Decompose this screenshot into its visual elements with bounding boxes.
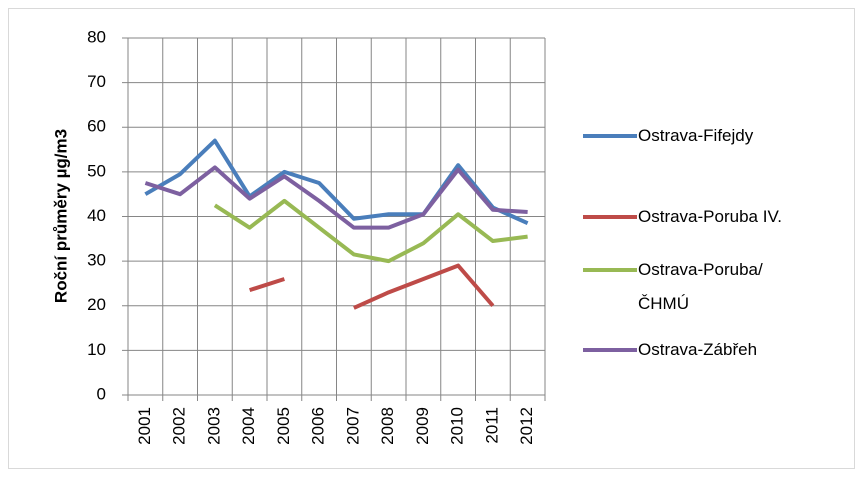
chart-border xyxy=(8,8,855,469)
y-tick-label: 60 xyxy=(87,117,106,136)
y-axis-title: Roční průměry µg/m3 xyxy=(51,129,70,303)
x-tick-label: 2006 xyxy=(309,407,328,445)
series-line xyxy=(144,165,528,230)
legend-label: Ostrava-Zábřeh xyxy=(638,340,758,359)
x-tick-label: 2010 xyxy=(448,407,467,445)
x-tick-label: 2001 xyxy=(135,407,154,445)
y-tick-label: 30 xyxy=(87,251,106,270)
x-tick-label: 2005 xyxy=(274,407,293,445)
x-tick-label: 2002 xyxy=(170,407,189,445)
x-tick-label: 2003 xyxy=(204,407,223,445)
x-tick-label: 2011 xyxy=(482,407,501,444)
y-tick-label: 80 xyxy=(87,27,106,46)
x-tick-label: 2007 xyxy=(343,407,362,445)
y-tick-label: 70 xyxy=(87,72,106,91)
y-tick-label: 40 xyxy=(87,206,106,225)
series-line xyxy=(213,198,528,264)
series-line xyxy=(249,277,285,293)
y-tick-label: 20 xyxy=(87,295,106,314)
x-tick-label: 2012 xyxy=(517,407,536,445)
x-tick-label: 2008 xyxy=(378,407,397,445)
y-tick-label: 10 xyxy=(87,340,106,359)
x-tick-label: 2009 xyxy=(413,407,432,445)
x-tick-label: 2004 xyxy=(239,407,258,445)
legend-label: Ostrava-Poruba/ČHMÚ xyxy=(638,260,763,313)
series-line xyxy=(144,138,529,226)
series-line xyxy=(353,263,495,310)
legend-label: Ostrava-Fifejdy xyxy=(638,126,754,145)
y-tick-label: 0 xyxy=(97,384,106,403)
y-tick-label: 50 xyxy=(87,161,106,180)
legend-label: Ostrava-Poruba IV. xyxy=(638,207,782,226)
